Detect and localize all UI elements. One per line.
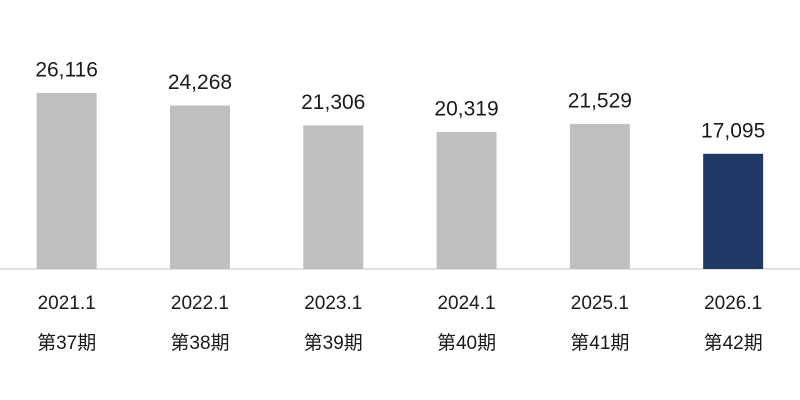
x-tick-label: 2022.1 — [171, 293, 229, 314]
x-tick-label: 2025.1 — [571, 293, 629, 314]
x-tick-sublabel: 第42期 — [704, 332, 763, 354]
value-label: 21,529 — [568, 89, 632, 112]
value-label: 21,306 — [301, 91, 365, 114]
x-tick-label: 2024.1 — [437, 293, 495, 314]
x-tick-sublabel: 第40期 — [437, 332, 496, 354]
x-tick-label: 2023.1 — [304, 293, 362, 314]
value-label: 20,319 — [434, 98, 498, 121]
x-tick-sublabel: 第39期 — [304, 332, 363, 354]
value-label: 17,095 — [701, 119, 765, 142]
x-tick-sublabel: 第38期 — [170, 332, 229, 354]
bar — [569, 123, 630, 270]
value-label: 26,116 — [35, 59, 98, 82]
x-tick-label: 2026.1 — [704, 293, 762, 314]
bar — [436, 132, 497, 269]
bar — [169, 105, 230, 269]
x-tick-sublabel: 第37期 — [37, 332, 96, 354]
bar — [703, 153, 764, 269]
value-label: 24,268 — [168, 71, 232, 94]
bar — [303, 125, 364, 269]
x-tick-sublabel: 第41期 — [570, 332, 629, 354]
bar — [36, 93, 97, 269]
x-tick-label: 2021.1 — [38, 293, 96, 314]
